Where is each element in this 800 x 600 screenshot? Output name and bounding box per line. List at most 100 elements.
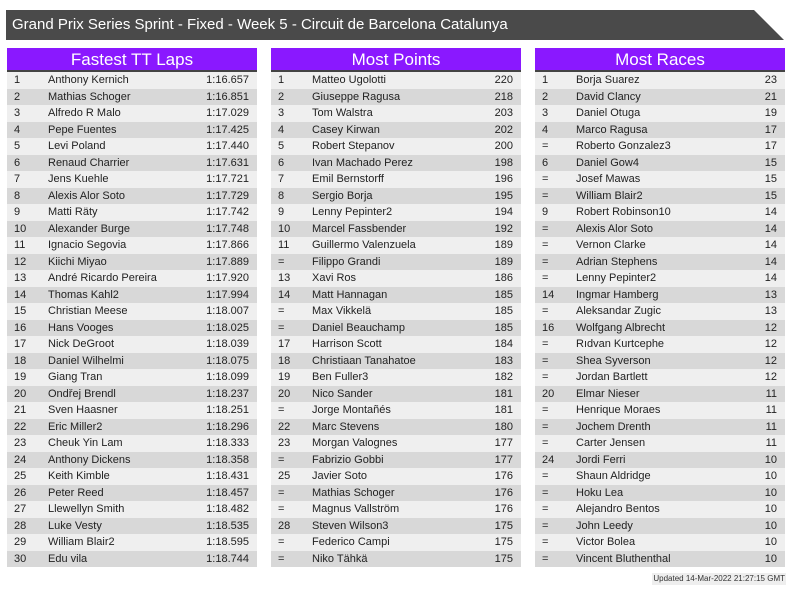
value: 10: [764, 536, 777, 548]
rank: 28: [278, 519, 291, 532]
rank: 6: [278, 156, 285, 169]
table-row: = Josef Mawas 15: [535, 171, 785, 188]
rank: =: [278, 305, 285, 317]
table-row: = Shaun Aldridge 10: [535, 468, 785, 485]
driver-name: Harrison Scott: [312, 338, 382, 350]
driver-name: Llewellyn Smith: [48, 503, 125, 515]
rank: 16: [14, 321, 27, 334]
table-row: 9 Lenny Pepinter2 194: [271, 204, 521, 221]
driver-name: Ben Fuller3: [312, 371, 369, 383]
table-row: 10 Alexander Burge 1:17.748: [7, 220, 257, 237]
rank: 10: [278, 222, 291, 235]
table-row: = Federico Campi 175: [271, 534, 521, 551]
rank: =: [542, 519, 549, 532]
table-row: = Mathias Schoger 176: [271, 484, 521, 501]
table-row: 2 David Clancy 21: [535, 88, 785, 105]
driver-name: Henrique Moraes: [576, 404, 661, 416]
table-row: 25 Keith Kimble 1:18.431: [7, 468, 257, 485]
table-row: 14 Thomas Kahl2 1:17.994: [7, 286, 257, 303]
table-row: = Daniel Beauchamp 185: [271, 319, 521, 336]
rank: =: [278, 321, 285, 334]
value: 10: [764, 470, 777, 482]
rank: =: [542, 140, 549, 152]
rank: 3: [14, 107, 21, 119]
table-row: 26 Peter Reed 1:18.457: [7, 484, 257, 501]
driver-name: Morgan Valognes: [312, 437, 398, 449]
driver-name: Cheuk Yin Lam: [48, 437, 123, 449]
rank: =: [278, 453, 285, 466]
value: 177: [494, 437, 513, 449]
rank: =: [542, 552, 549, 565]
driver-name: Alejandro Bentos: [576, 503, 660, 515]
rank: =: [542, 437, 549, 449]
driver-name: Jordi Ferri: [576, 453, 626, 466]
driver-name: Peter Reed: [48, 486, 104, 499]
value: 14: [764, 255, 777, 268]
table-row: 15 Christian Meese 1:18.007: [7, 303, 257, 320]
rank: 11: [278, 239, 290, 251]
driver-name: Daniel Wilhelmi: [48, 354, 124, 367]
rank: 8: [278, 189, 285, 202]
driver-name: Shea Syverson: [576, 354, 651, 367]
rank: =: [542, 420, 549, 433]
rank: 19: [14, 371, 27, 383]
rank: 3: [278, 107, 285, 119]
table-row: = Jochem Drenth 11: [535, 418, 785, 435]
table-row: 2 Mathias Schoger 1:16.851: [7, 88, 257, 105]
driver-name: Renaud Charrier: [48, 156, 130, 169]
rank: =: [542, 255, 549, 268]
value: 181: [494, 387, 513, 400]
value: 181: [494, 404, 513, 416]
driver-name: Aleksandar Zugic: [576, 305, 661, 317]
rank: =: [278, 404, 285, 416]
rank: =: [542, 338, 549, 350]
table-most-points: Most Points 1 Matteo Ugolotti 220 2 Giuseppe…: [271, 48, 521, 567]
table-row: 6 Ivan Machado Perez 198: [271, 154, 521, 171]
table-row: 17 Nick DeGroot 1:18.039: [7, 336, 257, 353]
value: 1:18.039: [206, 338, 249, 350]
driver-name: Guillermo Valenzuela: [312, 239, 416, 251]
rank: =: [542, 486, 549, 499]
rank: 29: [14, 536, 27, 548]
rank: 2: [542, 90, 549, 103]
value: 218: [494, 90, 513, 103]
table-row: 22 Eric Miller2 1:18.296: [7, 418, 257, 435]
driver-name: Sergio Borja: [312, 189, 373, 202]
driver-name: Robert Stepanov: [312, 140, 395, 152]
driver-name: Marcel Fassbender: [312, 222, 407, 235]
driver-name: Vernon Clarke: [576, 239, 646, 251]
table-row: 2 Giuseppe Ragusa 218: [271, 88, 521, 105]
value: 1:17.748: [206, 222, 249, 235]
table-row: 11 Ignacio Segovia 1:17.866: [7, 237, 257, 254]
table-most-races: Most Races 1 Borja Suarez 23 2 David Clancy 2…: [535, 48, 785, 567]
value: 1:17.920: [206, 272, 249, 284]
value: 17: [764, 123, 777, 136]
table-row: = Filippo Grandi 189: [271, 253, 521, 270]
table-row: 20 Elmar Nieser 11: [535, 385, 785, 402]
rank: 18: [14, 354, 27, 367]
rank: =: [542, 189, 549, 202]
value: 194: [494, 206, 513, 218]
driver-name: Magnus Vallström: [312, 503, 400, 515]
table-row: = John Leedy 10: [535, 517, 785, 534]
table-row: 16 Wolfgang Albrecht 12: [535, 319, 785, 336]
driver-name: Kiichi Miyao: [48, 255, 107, 268]
driver-name: Steven Wilson3: [312, 519, 389, 532]
value: 185: [494, 321, 513, 334]
table-row: 13 Xavi Ros 186: [271, 270, 521, 287]
driver-name: Elmar Nieser: [576, 387, 640, 400]
driver-name: Federico Campi: [312, 536, 390, 548]
driver-name: Niko Tähkä: [312, 552, 368, 565]
rank: 2: [14, 90, 21, 103]
table-row: = William Blair2 15: [535, 187, 785, 204]
driver-name: Ignacio Segovia: [48, 239, 127, 251]
table-row: 1 Borja Suarez 23: [535, 72, 785, 89]
rank: 20: [14, 387, 27, 400]
value: 11: [765, 404, 777, 416]
table-row: 21 Sven Haasner 1:18.251: [7, 402, 257, 419]
driver-name: Edu vila: [48, 552, 88, 565]
rank: 25: [14, 470, 27, 482]
table-row: 18 Christiaan Tanahatoe 183: [271, 352, 521, 369]
rank: 1: [14, 74, 21, 86]
table-row: 4 Casey Kirwan 202: [271, 121, 521, 138]
